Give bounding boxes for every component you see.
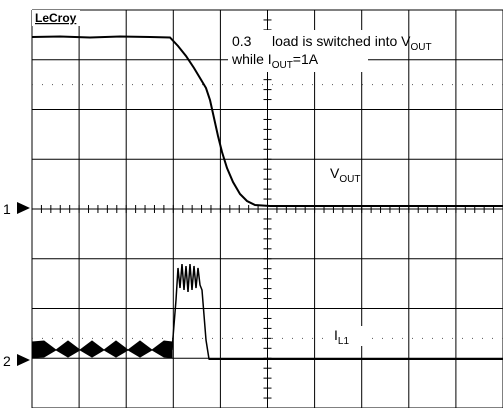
annotation-while: while I [231,51,272,67]
annotation-bg [228,30,368,72]
annotation-tail: =1A [293,51,319,67]
il1-trace [31,340,173,359]
il1-label-bg [330,326,366,346]
marker-1-arrow [17,202,30,214]
vout-label-main: V [330,165,340,181]
vout-label-sub: OUT [339,174,360,185]
annotation-sub: OUT [411,42,432,53]
marker-1: 1 [3,201,11,217]
marker-2-arrow [17,354,30,366]
logo-box [32,10,80,26]
marker-2: 2 [3,353,11,369]
annotation-line1: 0.3 load is switched into VOUT [232,33,432,53]
logo: LeCroy [35,11,77,25]
il1-trace-pulse [171,263,503,360]
vout-label: VOUT [330,165,360,185]
vout-trace [31,35,503,207]
annotation-line2: while IOUT=1A [231,51,319,71]
annotation-sub2: OUT [272,60,293,71]
il1-label: IL1 [334,327,349,347]
il1-label-sub: L1 [338,336,350,347]
annotation-text: load is switched into V [272,33,411,49]
annotation-value: 0.3 [232,33,252,49]
il1-label-main: I [334,327,338,343]
